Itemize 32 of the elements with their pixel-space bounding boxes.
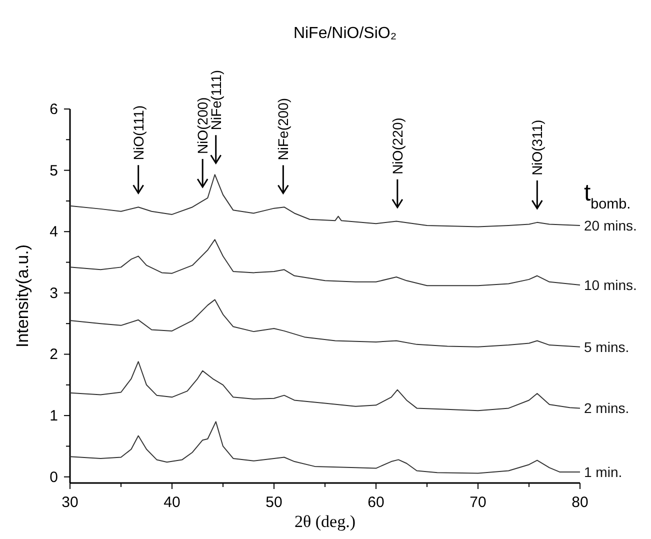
annotation: NiO(200) xyxy=(194,97,211,154)
annotation: NiO(311) xyxy=(529,120,546,176)
series-label: 10 mins. xyxy=(584,276,637,293)
line-series xyxy=(70,299,580,348)
x-tick-label: 60 xyxy=(368,494,384,511)
line-series xyxy=(70,174,580,228)
line-series xyxy=(70,239,580,286)
y-tick-label: 1 xyxy=(50,408,58,425)
legend-title: t$_{bomb.}$ xyxy=(584,179,631,212)
y-tick-label: 2 xyxy=(50,346,58,364)
series-label: 2 mins. xyxy=(584,400,630,416)
x-tick-label: 30 xyxy=(62,494,78,511)
x-axis-title: 2θ (deg.) xyxy=(294,512,356,531)
x-tick-label: 40 xyxy=(164,494,180,511)
series-label: 1 min. xyxy=(584,464,622,480)
x-tick-label: 50 xyxy=(266,494,282,511)
y-tick-label: 3 xyxy=(50,284,58,302)
x-tick-label: 80 xyxy=(572,494,588,511)
annotation: NiO(111) xyxy=(130,105,146,160)
y-tick-label: 0 xyxy=(50,468,58,486)
y-tick-label: 5 xyxy=(50,162,58,180)
y-tick-label: 4 xyxy=(50,224,58,241)
x-tick-label: 70 xyxy=(470,494,486,511)
annotation: NiO(220) xyxy=(389,118,406,174)
y-tick-label: 6 xyxy=(50,101,58,118)
series-label: 20 mins. xyxy=(584,217,637,234)
line-series xyxy=(70,361,580,412)
series-label: 5 mins. xyxy=(584,338,630,355)
line-series xyxy=(70,421,580,474)
chart-title: NiFe/NiO/SiO₂ xyxy=(293,25,397,42)
y-axis-title: Intensity(a.u.) xyxy=(13,244,32,348)
annotation: NiFe(200) xyxy=(275,98,292,160)
